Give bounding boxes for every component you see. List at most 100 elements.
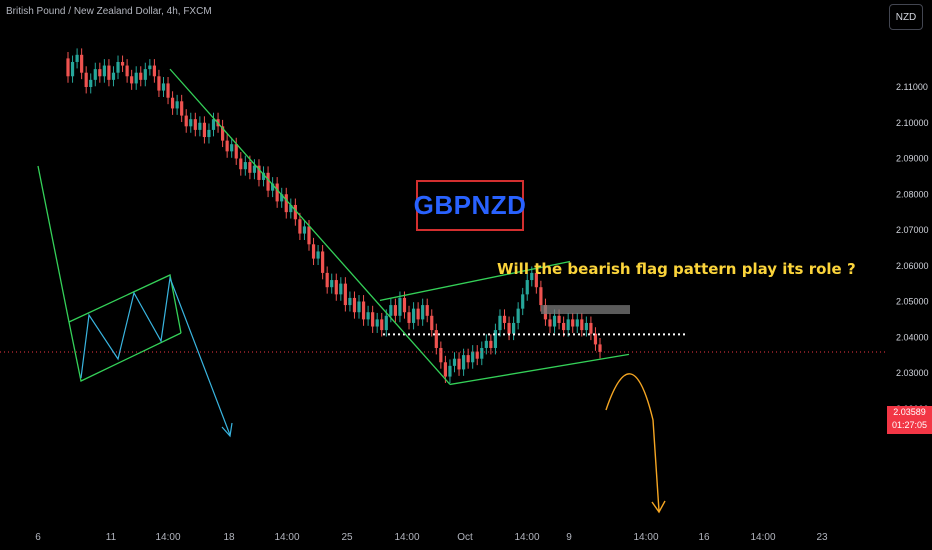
candle-body [489, 341, 492, 348]
candle-body [330, 280, 333, 287]
candle-body [66, 58, 69, 76]
candle-body [448, 366, 451, 377]
candle-body [321, 251, 324, 272]
candle-body [344, 284, 347, 305]
candle-body [517, 309, 520, 323]
candle-body [407, 312, 410, 323]
candle-body [307, 226, 310, 244]
y-tick-label: 2.05000 [896, 297, 929, 307]
y-tick-label: 2.08000 [896, 189, 929, 199]
candle-body [98, 69, 101, 76]
candle-body [94, 69, 97, 80]
candle-body [85, 73, 88, 87]
candle-body [539, 287, 542, 305]
candle-body [526, 280, 529, 294]
y-tick-label: 2.09000 [896, 154, 929, 164]
candle-body [230, 144, 233, 151]
candle-body [371, 312, 374, 326]
candle-body [339, 284, 342, 295]
question-annotation: Will the bearish flag pattern play its r… [497, 260, 856, 278]
candle-body [589, 323, 592, 334]
candle-body [398, 298, 401, 316]
candle-body [362, 302, 365, 320]
candle-body [598, 344, 601, 352]
candle-body [467, 355, 470, 362]
candle-body [285, 194, 288, 212]
y-tick-label: 2.04000 [896, 332, 929, 342]
pole-trendline [170, 69, 450, 384]
y-tick-label: 2.11000 [896, 82, 928, 92]
candle-body [303, 226, 306, 233]
x-tick-label: 14:00 [750, 532, 775, 543]
candle-body [494, 330, 497, 348]
ticker-label: GBPNZD [416, 180, 524, 231]
candle-body [316, 251, 319, 258]
candle-body [144, 69, 147, 80]
drawings-layer [0, 69, 887, 512]
price-axis[interactable]: 2.11000 2.10000 2.09000 2.08000 2.07000 2.060… [896, 82, 929, 414]
candle-body [194, 119, 197, 130]
candle-body [553, 316, 556, 327]
candle-body [226, 141, 229, 152]
candle-body [471, 352, 474, 363]
candle-body [153, 66, 156, 77]
schematic-flag [69, 275, 181, 333]
candle-body [417, 309, 420, 320]
y-tick-label: 2.07000 [896, 225, 929, 235]
candle-body [412, 309, 415, 323]
x-tick-label: 16 [698, 532, 710, 543]
candle-body [171, 98, 174, 109]
candle-body [430, 316, 433, 330]
candle-body [198, 123, 201, 130]
time-axis[interactable]: 6 11 14:00 18 14:00 25 14:00 Oct 14:00 9 14:00 16 14… [35, 532, 828, 543]
candle-body [376, 319, 379, 326]
candle-body [121, 62, 124, 66]
y-tick-label: 2.03000 [896, 368, 929, 378]
candle-body [189, 119, 192, 126]
candle-body [348, 298, 351, 305]
candle-body [326, 273, 329, 287]
candle-body [203, 123, 206, 137]
x-tick-label: 11 [106, 532, 117, 543]
x-tick-label: 14:00 [633, 532, 658, 543]
x-tick-label: 14:00 [155, 532, 180, 543]
candle-body [567, 319, 570, 330]
candle-body [439, 348, 442, 362]
candle-body [444, 362, 447, 376]
candle-body [139, 73, 142, 80]
candle-body [507, 323, 510, 334]
candle-body [576, 319, 579, 326]
last-price-value: 2.03589 [887, 406, 932, 419]
y-tick-label: 2.10000 [896, 118, 929, 128]
candle-body [176, 101, 179, 108]
candle-body [180, 101, 183, 115]
candle-body [162, 83, 165, 90]
x-tick-label: 23 [816, 532, 828, 543]
candle-body [476, 352, 479, 359]
candle-body [312, 244, 315, 258]
candle-body [148, 66, 151, 70]
candle-body [166, 83, 169, 97]
candle-body [585, 323, 588, 330]
candle-body [462, 355, 465, 369]
candle-body [235, 144, 238, 158]
candle-body [71, 62, 74, 76]
projection-curve [606, 374, 659, 511]
candle-body [367, 312, 370, 319]
candle-body [130, 76, 133, 83]
candle-body [580, 319, 583, 330]
x-tick-label: 14:00 [514, 532, 539, 543]
candle-body [557, 316, 560, 323]
candle-body [157, 76, 160, 90]
candle-body [480, 348, 483, 359]
candle-body [562, 323, 565, 330]
candle-body [403, 298, 406, 312]
candle-body [498, 316, 501, 330]
candle-body [212, 119, 215, 130]
candle-body [421, 305, 424, 319]
candle-body [80, 55, 83, 73]
candle-body [394, 305, 397, 316]
candle-body [75, 55, 78, 62]
currency-button[interactable]: NZD [889, 4, 923, 30]
